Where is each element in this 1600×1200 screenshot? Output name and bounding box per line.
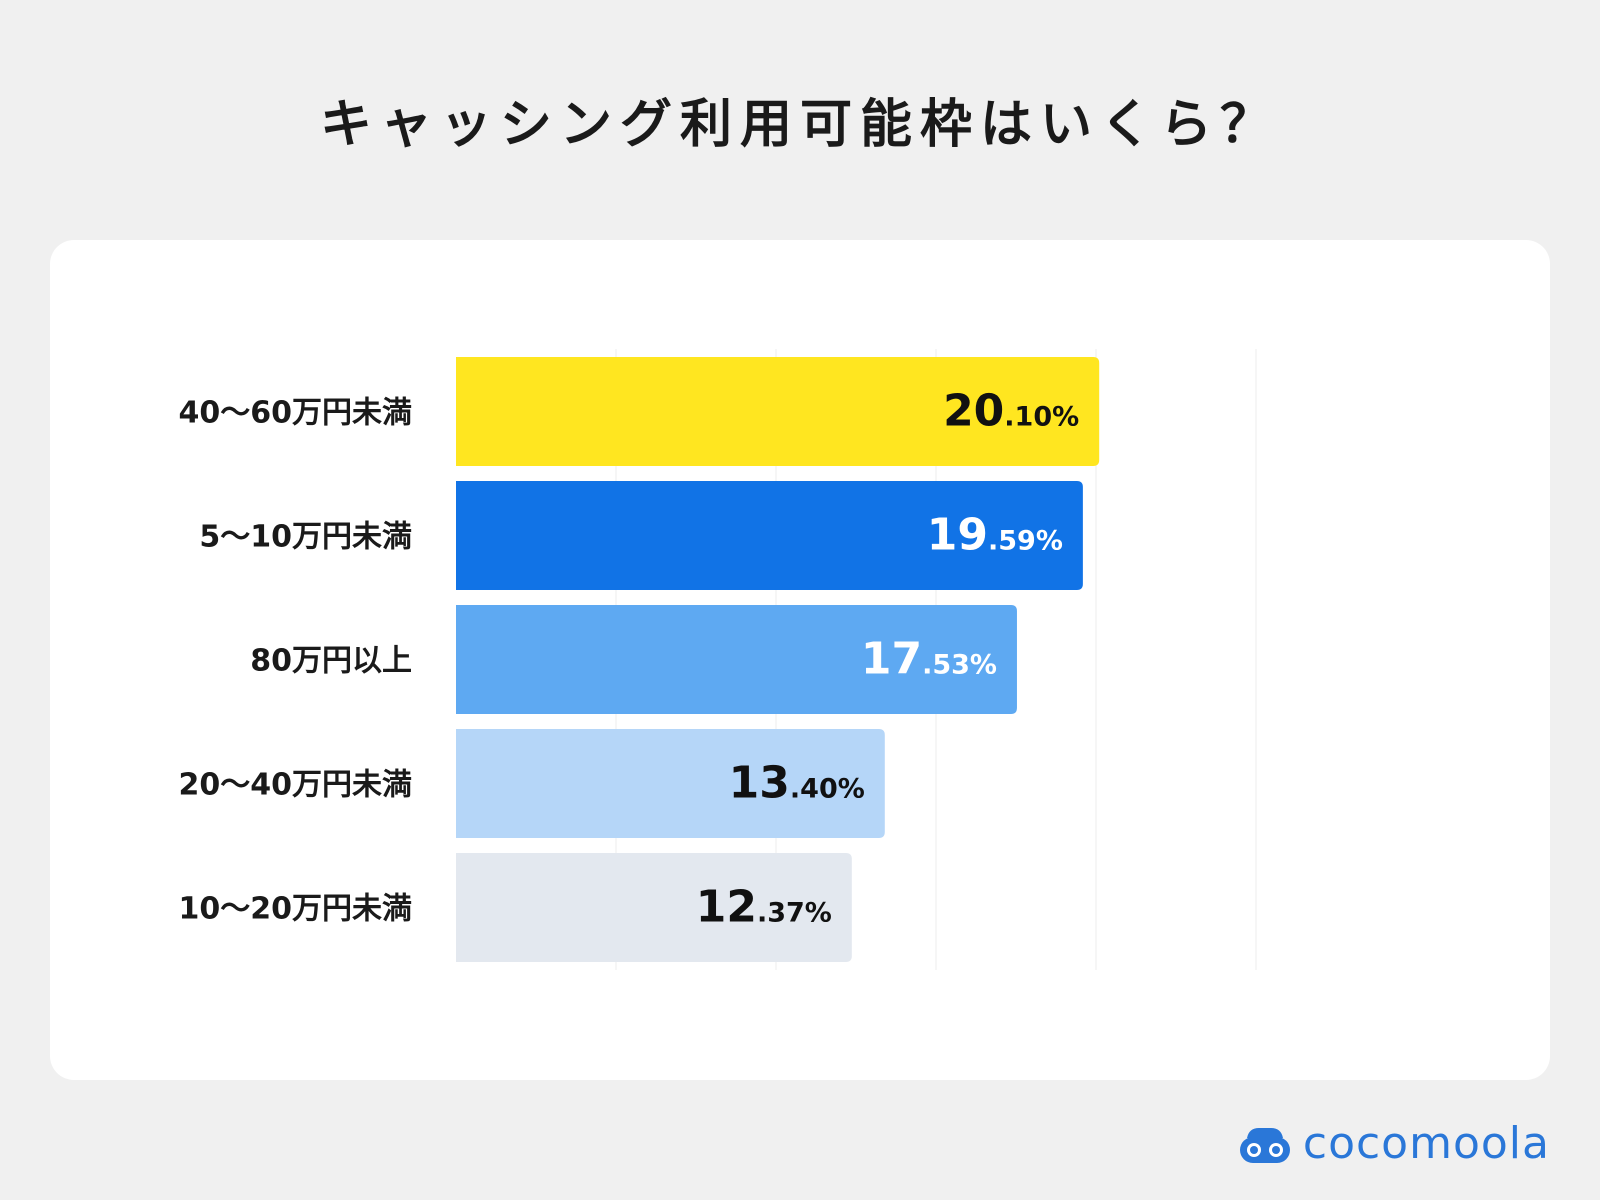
bar	[456, 357, 1100, 466]
brand-name: cocomoola	[1302, 1118, 1550, 1169]
data-label: 12.37%	[696, 882, 832, 933]
chart-card: 40〜60万円未満 20.10% 5〜10万円未満 19.59% 80万円以上 17.53…	[50, 240, 1550, 1080]
data-label: 20.10%	[943, 386, 1079, 437]
bar	[456, 605, 1017, 714]
data-label: 19.59%	[927, 510, 1063, 561]
bar	[456, 853, 852, 962]
category-label: 80万円以上	[250, 644, 412, 679]
brand-logo: cocomoola	[1237, 1122, 1550, 1166]
car-logo-icon	[1239, 1128, 1290, 1163]
page-title: キャッシング利用可能枠はいくら？	[319, 95, 1280, 155]
bar	[456, 481, 1083, 590]
data-label: 13.40%	[729, 758, 865, 809]
category-label: 10〜20万円未満	[179, 892, 413, 927]
bar-chart: 40〜60万円未満 20.10% 5〜10万円未満 19.59% 80万円以上 17.53…	[179, 349, 1257, 970]
data-label: 17.53%	[861, 634, 997, 685]
bar	[456, 729, 885, 838]
category-label: 5〜10万円未満	[199, 520, 412, 555]
category-label: 40〜60万円未満	[179, 396, 413, 431]
category-label: 20〜40万円未満	[179, 768, 413, 803]
